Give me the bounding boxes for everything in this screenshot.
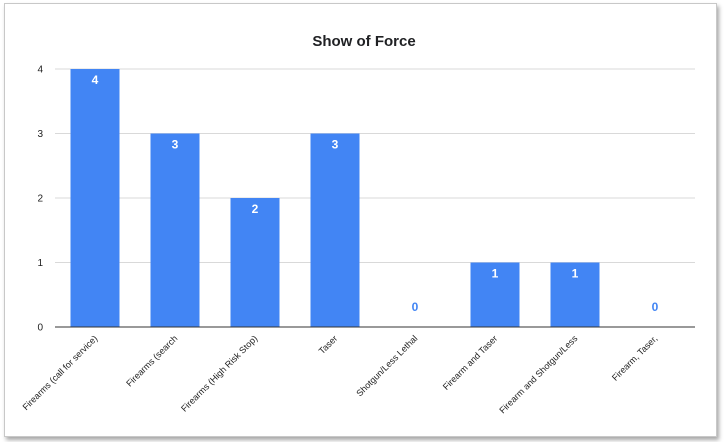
y-tick-label: 2 (37, 194, 43, 205)
x-category-label: Firearms (call for service) (21, 333, 100, 412)
y-tick-label: 1 (37, 258, 43, 269)
y-tick-label: 3 (37, 129, 43, 140)
x-category-label: Shotgun/Less Lethal (354, 333, 419, 398)
x-category-label: Firearm and Shotgun/Less (497, 333, 579, 415)
chart-frame: Show of Force 0 1 2 3 4 4 3 2 3 0 1 1 0 Firearms (c… (4, 3, 717, 437)
data-label: 0 (652, 300, 659, 314)
chart-title: Show of Force (312, 33, 415, 50)
x-category-label: Taser (317, 333, 340, 356)
x-category-label: Firearms (High Risk Stop) (179, 333, 259, 413)
data-label: 1 (492, 267, 499, 281)
bar (311, 134, 360, 328)
y-tick-label: 0 (37, 323, 43, 334)
data-label: 0 (412, 300, 419, 314)
y-tick-label: 4 (37, 65, 43, 76)
data-label: 4 (92, 73, 99, 87)
x-axis-labels: Firearms (call for service) Firearms (sea… (21, 333, 660, 415)
data-label: 3 (172, 138, 179, 152)
x-category-label: Firearm and Taser (441, 333, 500, 392)
data-label: 3 (332, 138, 339, 152)
x-category-label: Firearm, Taser, (610, 333, 659, 382)
bar (151, 134, 200, 328)
x-category-label: Firearms (search (124, 333, 179, 388)
y-axis-ticks: 0 1 2 3 4 (37, 65, 43, 334)
data-label: 1 (572, 267, 579, 281)
bar (231, 198, 280, 327)
bar (71, 69, 120, 327)
data-label: 2 (252, 202, 259, 216)
bar-chart: Show of Force 0 1 2 3 4 4 3 2 3 0 1 1 0 Firearms (c… (5, 4, 716, 436)
